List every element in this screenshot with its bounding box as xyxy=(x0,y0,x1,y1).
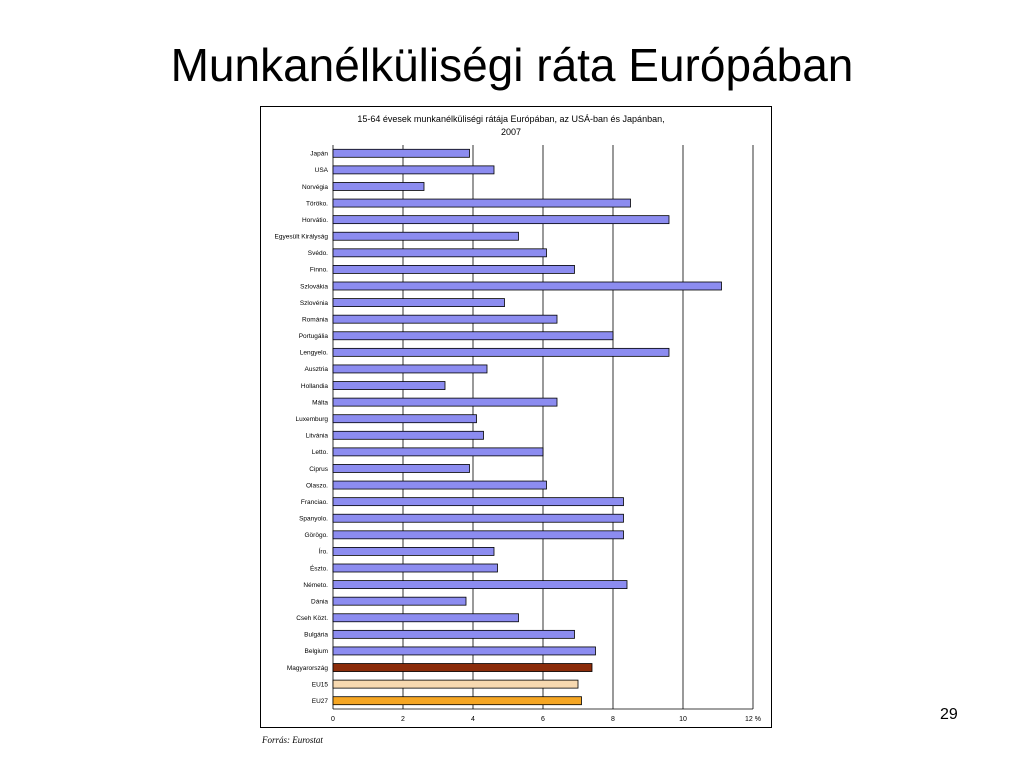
category-label: Magyarország xyxy=(287,665,329,672)
bar-11 xyxy=(332,331,614,341)
category-label: Svédo. xyxy=(308,250,328,257)
bar-10 xyxy=(332,314,558,324)
bar-27 xyxy=(332,596,467,606)
bar-8 xyxy=(332,281,722,291)
category-label: Görögo. xyxy=(305,532,329,539)
category-label: Franciao. xyxy=(301,499,328,506)
category-label: Lengyelo. xyxy=(300,350,328,357)
bar-31 xyxy=(332,663,593,672)
bar-29 xyxy=(332,629,575,639)
bar-17 xyxy=(332,430,484,440)
bar-1 xyxy=(332,165,495,175)
bar-9 xyxy=(332,298,505,307)
category-label: Luxemburg xyxy=(295,416,328,423)
bar-0 xyxy=(332,148,470,158)
x-tick-label: 0 xyxy=(331,716,335,723)
category-label: Töröko. xyxy=(306,200,328,207)
bar-32 xyxy=(332,679,579,689)
x-tick-label: 10 xyxy=(679,716,687,723)
category-label: Horvátio. xyxy=(302,217,328,224)
category-label: Bulgária xyxy=(304,632,328,639)
category-label: Ciprus xyxy=(309,466,329,473)
category-label: Japán xyxy=(310,151,328,158)
category-label: Litvánia xyxy=(306,433,329,440)
bar-5 xyxy=(332,231,519,241)
category-label: Románia xyxy=(302,316,328,323)
bar-6 xyxy=(332,248,547,258)
bar-7 xyxy=(332,265,575,274)
bar-23 xyxy=(332,530,624,540)
bar-3 xyxy=(332,198,631,208)
category-label: Ausztria xyxy=(305,366,329,373)
category-label: Íro. xyxy=(319,547,329,556)
x-axis-ticks: 0 2 4 6 8 10 12 % xyxy=(331,716,761,723)
bar-26 xyxy=(332,580,628,589)
category-label: Spanyolo. xyxy=(299,516,328,523)
category-label: Norvégia xyxy=(302,184,328,191)
grid-lines xyxy=(332,145,754,710)
bar-2 xyxy=(332,182,425,191)
bar-18 xyxy=(332,447,544,457)
bar-13 xyxy=(332,364,488,374)
x-tick-label: 8 xyxy=(611,716,615,723)
category-label: EU15 xyxy=(312,681,329,688)
category-label: Észto. xyxy=(310,563,328,572)
bar-28 xyxy=(332,613,519,623)
page-number: 29 xyxy=(940,706,958,723)
x-tick-label: 2 xyxy=(401,716,405,723)
bar-24 xyxy=(332,547,495,556)
bar-14 xyxy=(332,381,446,390)
category-label: USA xyxy=(315,167,329,174)
bar-30 xyxy=(332,646,596,656)
chart-title-line-1: 15-64 évesek munkanélküliségi rátája Eur… xyxy=(357,114,664,124)
bar-16 xyxy=(332,414,477,424)
category-labels: Japán USA Norvégia Töröko. Horvátio. Egyesült… xyxy=(275,151,329,705)
category-label: EU27 xyxy=(312,698,329,705)
unemployment-bar-chart: 15-64 évesek munkanélküliségi rátája Eur… xyxy=(275,114,761,723)
chart-frame: 15-64 évesek munkanélküliségi rátája Eur… xyxy=(260,106,772,728)
category-label: Portugália xyxy=(299,333,329,340)
category-label: Dánia xyxy=(311,598,328,605)
slide-title: Munkanélküliségi ráta Európában xyxy=(170,39,854,91)
x-tick-label: 6 xyxy=(541,716,545,723)
bar-22 xyxy=(332,513,624,523)
category-label: Szlovákia xyxy=(300,283,328,290)
category-label: Finno. xyxy=(310,267,328,274)
category-label: Letto. xyxy=(312,449,328,456)
x-tick-label: 4 xyxy=(471,716,475,723)
chart-title-line-2: 2007 xyxy=(501,127,521,137)
bars xyxy=(332,148,722,706)
category-label: Málta xyxy=(312,399,328,406)
category-label: Olaszo. xyxy=(306,482,328,489)
source-note: Forrás: Eurostat xyxy=(262,735,323,745)
category-label: Belgium xyxy=(305,648,328,655)
category-label: Szlovénia xyxy=(300,300,329,307)
bar-33 xyxy=(332,696,582,706)
category-label: Hollandia xyxy=(301,383,328,390)
bar-15 xyxy=(332,397,558,407)
bar-19 xyxy=(332,464,470,473)
bar-25 xyxy=(332,563,498,573)
bar-12 xyxy=(332,347,670,357)
category-label: Cseh Közt. xyxy=(296,615,328,622)
category-label: Egyesült Királyság xyxy=(275,234,329,241)
bar-20 xyxy=(332,480,547,490)
bar-21 xyxy=(332,497,624,507)
bar-4 xyxy=(332,215,670,225)
x-tick-label: 12 % xyxy=(745,716,761,723)
category-label: Németo. xyxy=(303,582,328,589)
